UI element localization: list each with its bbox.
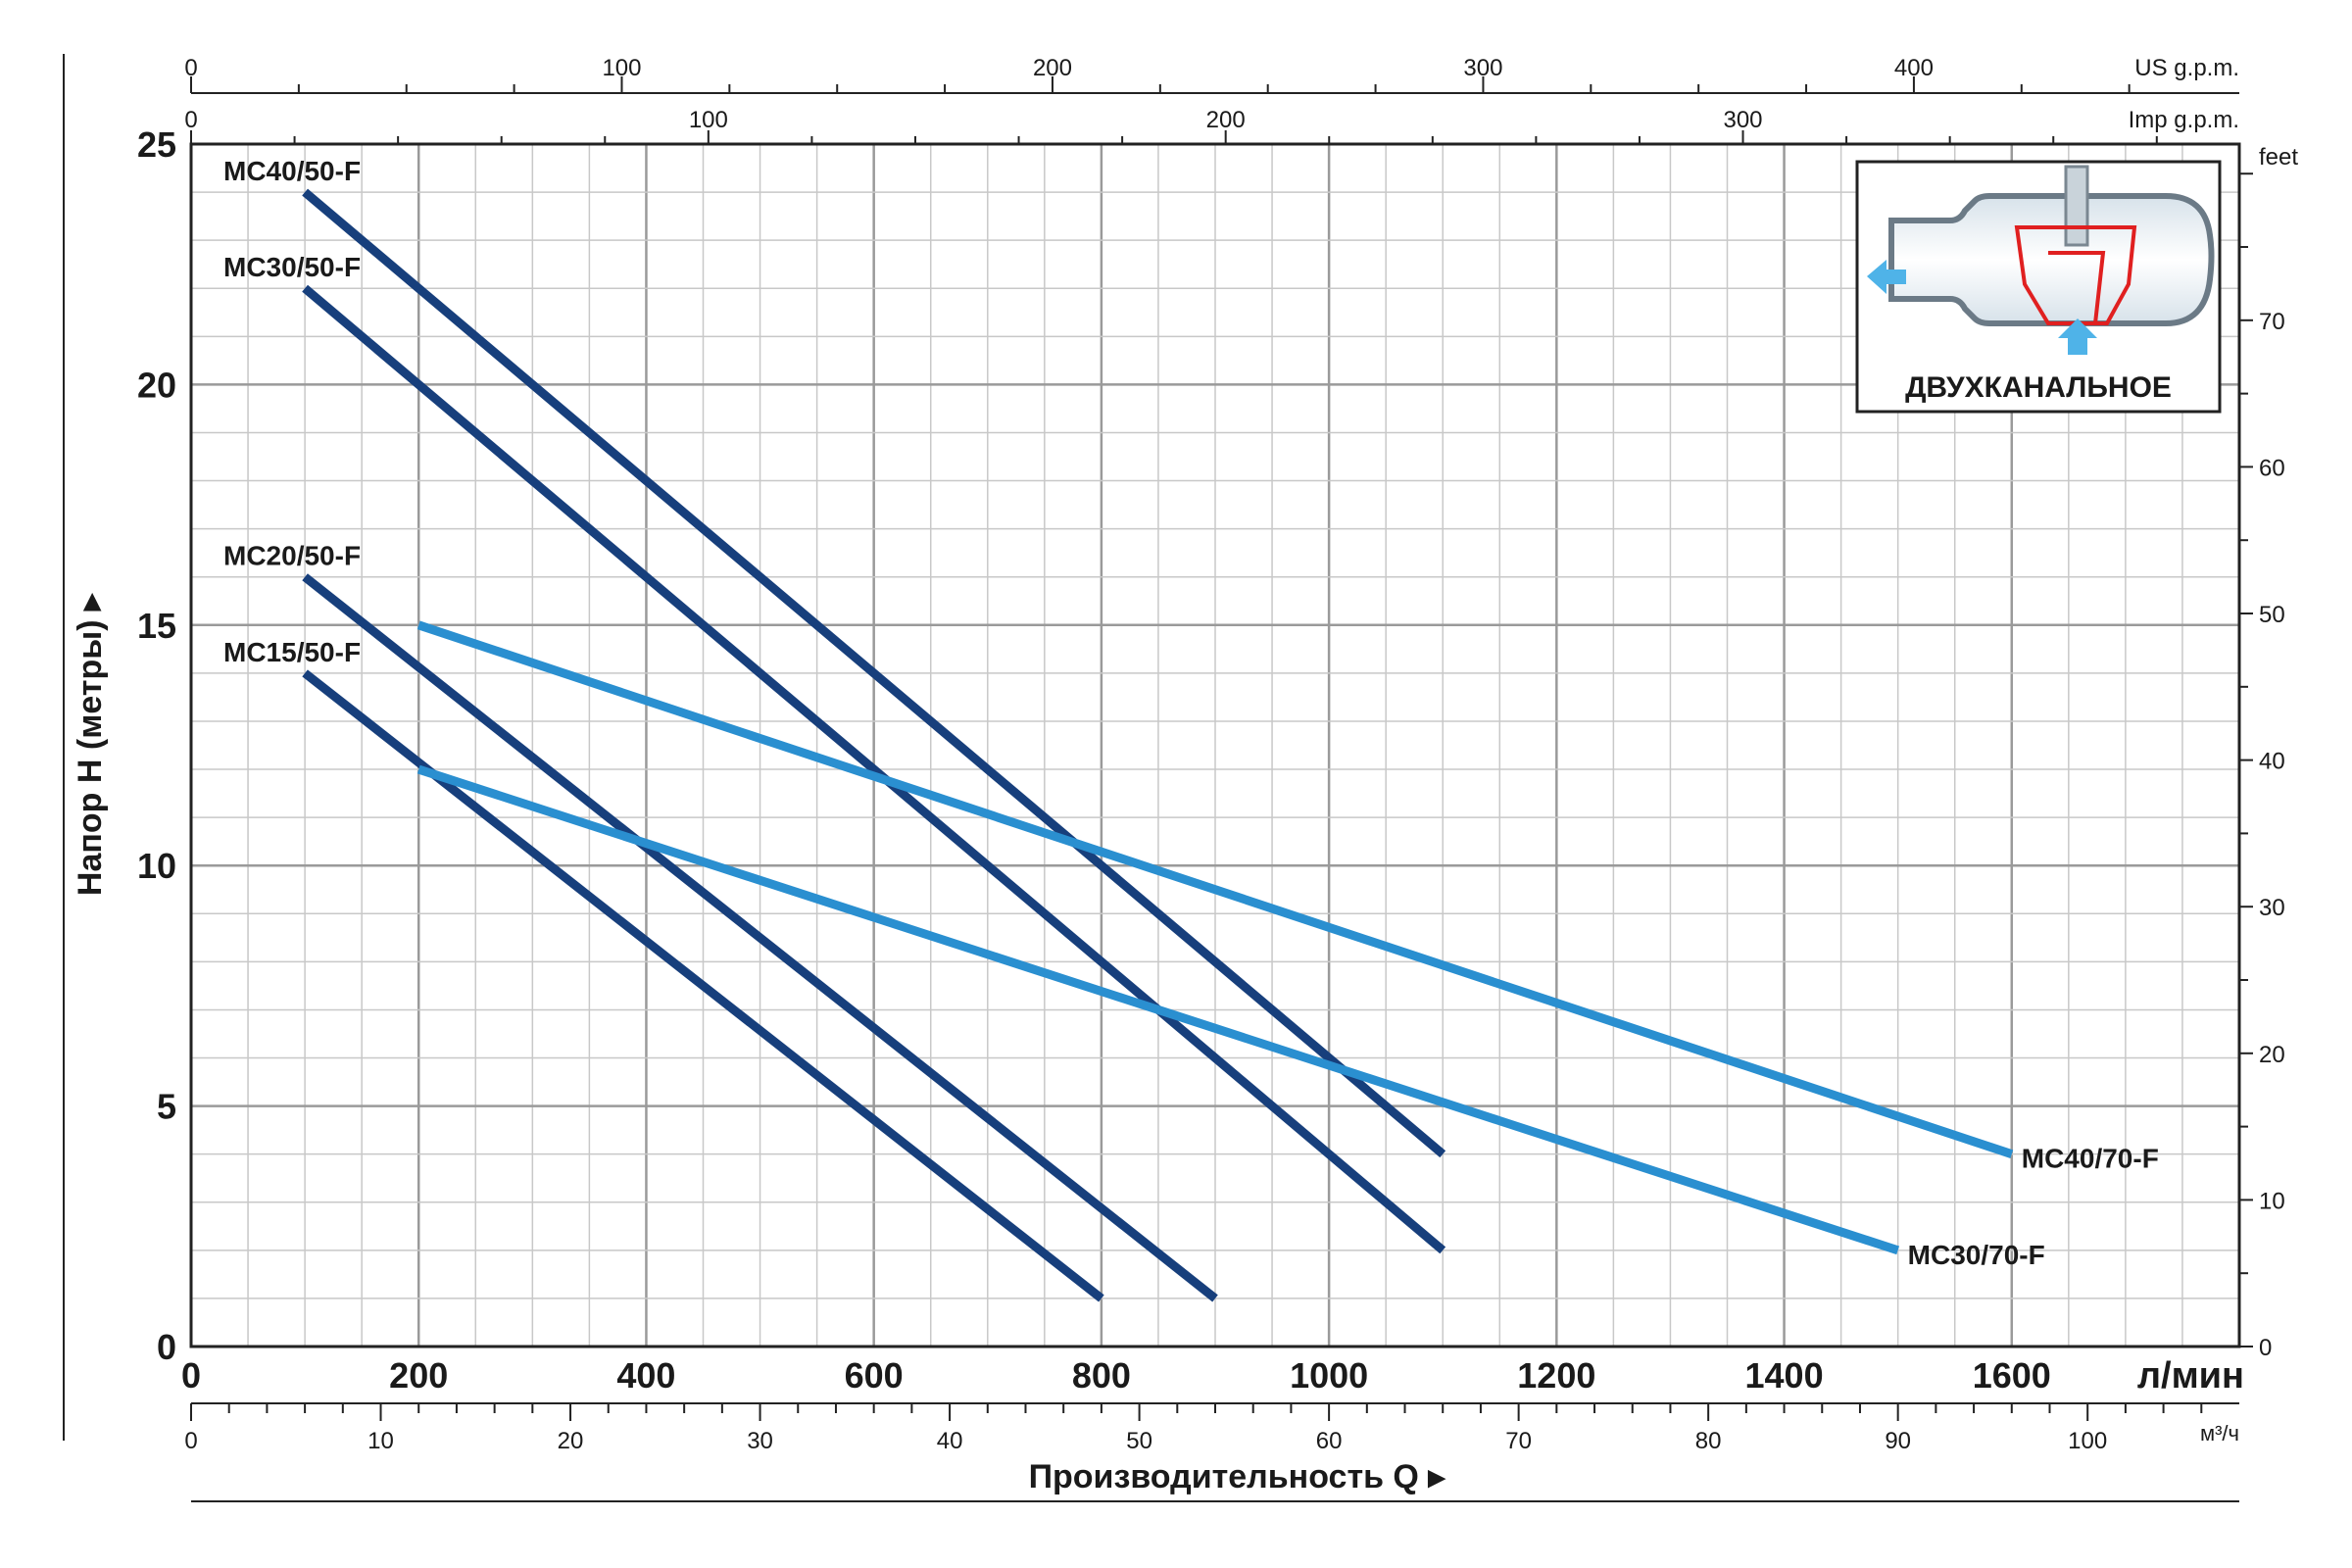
outlet-arrow-icon: [1867, 260, 1906, 294]
y-tick-label: 5: [157, 1087, 176, 1127]
labels: MC40/50-F MC30/50-F MC20/50-F MC15/50-F MC40…: [223, 156, 2159, 1270]
series-label: MC40/50-F: [223, 156, 361, 186]
x-tick-label: 1600: [1973, 1355, 2051, 1396]
imp-gpm-tick-label: 200: [1206, 107, 1246, 133]
m3h-tick-label: 30: [747, 1428, 773, 1454]
m3h-tick-label: 100: [2068, 1428, 2107, 1454]
x-tick-label: 400: [616, 1355, 675, 1396]
series-line-mc40-70-f: [416, 620, 2014, 1158]
feet-tick-label: 0: [2259, 1335, 2272, 1361]
series-line-mc30-70-f: [416, 764, 1900, 1255]
series-line-mc40-50-f: [302, 188, 1446, 1158]
feet-tick-label: 20: [2259, 1042, 2285, 1068]
y-tick-label: 25: [137, 124, 176, 165]
feet-tick-label: 40: [2259, 749, 2285, 775]
m3h-tick-label: 50: [1126, 1428, 1152, 1454]
x-tick-label: 1200: [1517, 1355, 1595, 1396]
y-tick-label: 10: [137, 846, 176, 886]
m3h-tick-label: 80: [1695, 1428, 1722, 1454]
x-tick-label: 1000: [1290, 1355, 1368, 1396]
plot-frame: [189, 142, 2241, 1348]
inset-label: ДВУХКАНАЛЬНОЕ: [1905, 371, 2172, 404]
impeller-icon: [2014, 225, 2137, 325]
imp-gpm-axis-label: Imp g.p.m.: [2129, 107, 2239, 133]
us-gpm-tick-label: 400: [1894, 55, 1934, 81]
x-tick-label: 1400: [1745, 1355, 1824, 1396]
feet-tick-label: 10: [2259, 1188, 2285, 1214]
y-tick-label: 0: [157, 1327, 176, 1367]
y-tick-label: 15: [137, 606, 176, 646]
series-label: MC15/50-F: [223, 637, 361, 667]
impeller-inset: ДВУХКАНАЛЬНОЕ: [1855, 160, 2222, 414]
us-gpm-axis-label: US g.p.m.: [2134, 55, 2239, 81]
x-axis-title: Производительность Q ▸: [1029, 1458, 1447, 1495]
pump-shaft-icon: [2064, 165, 2089, 247]
series: [302, 188, 2014, 1302]
x-tick-label: 0: [181, 1355, 201, 1396]
imp-gpm-tick-label: 100: [689, 107, 728, 133]
m3h-tick-label: 90: [1885, 1428, 1911, 1454]
feet-axis-label: feet: [2259, 144, 2298, 171]
feet-tick-label: 50: [2259, 602, 2285, 628]
m3h-tick-label: 60: [1316, 1428, 1343, 1454]
imp-gpm-tick-label: 300: [1723, 107, 1762, 133]
series-line-mc30-50-f: [302, 284, 1446, 1254]
x-tick-label: 800: [1072, 1355, 1131, 1396]
y-tick-label: 20: [137, 365, 176, 405]
us-gpm-tick-label: 300: [1463, 55, 1502, 81]
x-tick-label: 200: [389, 1355, 448, 1396]
feet-tick-label: 70: [2259, 309, 2285, 335]
x-tick-label: 600: [845, 1355, 904, 1396]
m3h-tick-label: 40: [937, 1428, 963, 1454]
m3h-tick-label: 70: [1505, 1428, 1532, 1454]
us-gpm-tick-label: 100: [602, 55, 641, 81]
series-label: MC20/50-F: [223, 541, 361, 571]
us-gpm-tick-label: 0: [184, 55, 197, 81]
x-unit-label: л/мин: [2137, 1355, 2244, 1396]
y-axis-title: Напор H (метры) ▸: [72, 592, 109, 896]
inlet-arrow-icon: [2058, 318, 2097, 355]
m3h-tick-label: 0: [184, 1428, 197, 1454]
series-label: MC40/70-F: [2022, 1144, 2159, 1174]
series-line-mc20-50-f: [302, 573, 1218, 1302]
axes: 0 200 400 600 800 1000 1200 1400 1600 л/мин051015…: [63, 54, 2298, 1502]
series-label: MC30/50-F: [223, 252, 361, 282]
m3h-axis-label: м³/ч: [2200, 1421, 2239, 1446]
series-label: MC30/70-F: [1908, 1240, 2045, 1270]
feet-tick-label: 30: [2259, 895, 2285, 921]
m3h-tick-label: 20: [558, 1428, 584, 1454]
grid: [191, 144, 2239, 1347]
imp-gpm-tick-label: 0: [184, 107, 197, 133]
m3h-tick-label: 10: [368, 1428, 394, 1454]
us-gpm-tick-label: 200: [1033, 55, 1072, 81]
feet-tick-label: 60: [2259, 455, 2285, 481]
